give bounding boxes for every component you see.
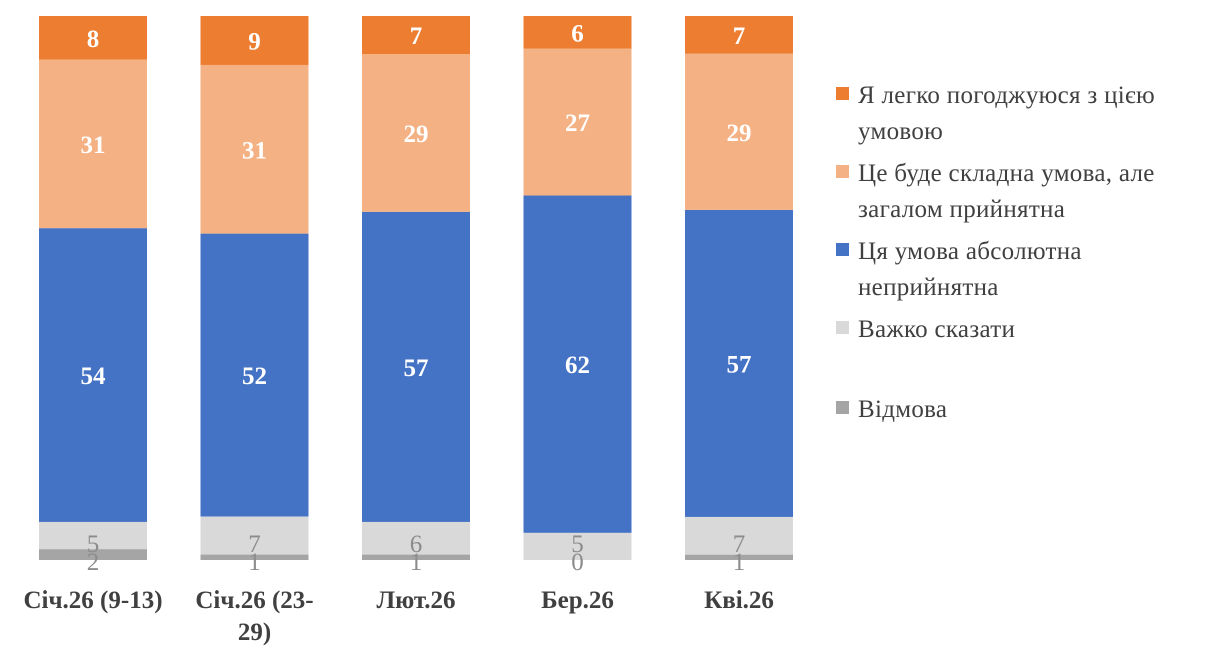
data-label: 31 <box>242 137 267 164</box>
data-label: 54 <box>81 363 107 390</box>
data-label: 2 <box>87 549 100 576</box>
bar-segment <box>362 521 470 555</box>
data-label: 7 <box>410 23 423 50</box>
legend-item-refusal: Відмова <box>836 392 1216 428</box>
category-label: Бер.26 <box>541 587 614 614</box>
legend-swatch <box>836 243 849 256</box>
data-label: 57 <box>727 351 752 378</box>
legend-swatch <box>836 165 849 178</box>
bar-segment <box>39 549 147 560</box>
category-label: Лют.26 <box>376 587 455 614</box>
data-label: 27 <box>565 110 590 137</box>
legend-label-line: неприйнятна <box>858 274 999 301</box>
data-label: 8 <box>87 26 100 53</box>
legend-label-line: Я легко погоджуюся з цією <box>858 82 1156 109</box>
data-label: 52 <box>242 363 267 390</box>
category-label: Кві.26 <box>704 587 774 614</box>
category-label: 29) <box>238 619 271 646</box>
legend-item-absolutely-unacceptable: Ця умова абсолютна неприйнятна <box>836 234 1216 306</box>
category-label: Січ.26 (9-13) <box>23 587 162 614</box>
bar-segment <box>200 233 309 517</box>
legend-label: Я легко погоджуюся з цією умовою <box>858 78 1155 150</box>
legend-label: Ця умова абсолютна неприйнятна <box>858 234 1082 306</box>
data-label: 5 <box>571 531 584 558</box>
bar-segment <box>362 54 470 212</box>
data-label: 1 <box>410 549 423 576</box>
legend-item-easily-agree: Я легко погоджуюся з цією умовою <box>836 78 1216 150</box>
bar-segment <box>362 554 470 560</box>
bar-segment <box>523 532 632 560</box>
bar-segment <box>685 554 793 560</box>
legend-label: Це буде складна умова, але загалом прийн… <box>858 156 1155 228</box>
data-label: 6 <box>410 531 423 558</box>
bar-segment <box>200 516 309 555</box>
bar-segment <box>200 554 309 560</box>
bar-segment <box>523 48 632 196</box>
data-label: 31 <box>81 132 106 159</box>
legend-swatch <box>836 321 849 334</box>
legend-label-line: загалом прийнятна <box>858 196 1066 223</box>
data-label: 29 <box>404 121 429 148</box>
bar-segment <box>523 195 632 533</box>
bar-segment <box>39 59 147 229</box>
bar-segment <box>200 64 309 234</box>
bar-segment <box>39 228 147 522</box>
legend-label-line: Ця умова абсолютна <box>858 238 1082 265</box>
bar-segment <box>685 516 793 555</box>
data-label: 5 <box>87 531 100 558</box>
data-label: 1 <box>733 549 746 576</box>
data-label: 6 <box>571 20 584 47</box>
bar-segment <box>685 16 793 54</box>
legend-label-line: Відмова <box>858 396 948 423</box>
bar-segment <box>362 211 470 522</box>
bar-segment <box>200 16 309 65</box>
data-label: 0 <box>571 549 584 576</box>
bar-segment <box>685 53 793 210</box>
data-label: 62 <box>565 352 590 379</box>
legend-item-hard-to-say: Важко сказати <box>836 312 1216 348</box>
legend-item-difficult-acceptable: Це буде складна умова, але загалом прийн… <box>836 156 1216 228</box>
bar-segment <box>362 16 470 55</box>
data-label: 7 <box>733 23 746 50</box>
data-label: 9 <box>248 28 261 55</box>
legend-label-line: Це буде складна умова, але <box>858 160 1155 187</box>
data-label: 7 <box>733 531 746 558</box>
data-label: 1 <box>248 549 261 576</box>
bar-segment <box>523 16 632 49</box>
legend-label: Важко сказати <box>858 312 1015 348</box>
data-label: 29 <box>727 120 752 147</box>
legend-swatch <box>836 401 849 414</box>
data-label: 7 <box>248 531 261 558</box>
legend-label-line: Важко сказати <box>858 316 1016 343</box>
bar-segment <box>39 521 147 550</box>
legend-label-line: умовою <box>858 118 944 145</box>
legend-swatch <box>836 87 849 100</box>
bar-segment <box>39 16 147 60</box>
legend-label: Відмова <box>858 392 947 428</box>
bar-segment <box>685 209 793 517</box>
data-label: 57 <box>404 355 429 382</box>
category-label: Січ.26 (23- <box>195 587 313 614</box>
